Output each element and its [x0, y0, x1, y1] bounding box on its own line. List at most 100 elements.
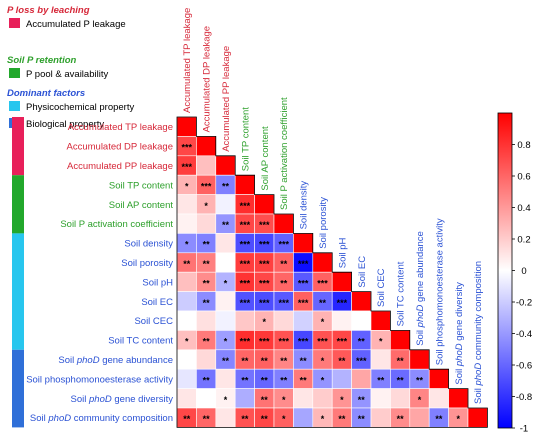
heatmap-cell: [331, 368, 352, 389]
label-segment: Soil: [71, 394, 89, 405]
significance-stars: ***: [240, 259, 251, 269]
label-segment: Soil TC content: [396, 261, 407, 326]
heatmap-cell: [176, 271, 197, 292]
significance-stars: ***: [259, 240, 270, 250]
heatmap-cell: [215, 368, 236, 389]
heatmap-cell: [370, 407, 391, 428]
group-bar-segment: [12, 349, 24, 428]
row-label: Soil phoD gene abundance: [58, 355, 173, 366]
label-segment: gene diversity: [112, 394, 174, 405]
significance-stars: **: [222, 356, 230, 366]
heatmap-cell: [370, 388, 391, 409]
heatmap-cell: [370, 310, 391, 331]
heatmap-cell: [428, 388, 449, 409]
label-segment: Accumulated DP leakage: [67, 142, 174, 153]
significance-stars: ***: [240, 298, 251, 308]
significance-stars: ***: [337, 298, 348, 308]
heatmap-cell: [351, 291, 372, 312]
colorbar: 0.8 0.6 0.4 0.2 0 -0.2 -0.4 -0.6 -0.8 -1: [497, 112, 532, 435]
heatmap-cell: [215, 155, 236, 176]
column-label: Soil TC content: [396, 261, 407, 326]
label-segment: Accumulated PP leakage: [67, 161, 173, 172]
row-label: Soil EC: [141, 297, 173, 308]
heatmap-cell: [293, 388, 314, 409]
label-segment: community composition: [473, 261, 484, 363]
column-label: Soil AP content: [260, 126, 271, 191]
significance-stars: **: [203, 375, 211, 385]
label-segment: Soil phosphomonoesterase activity: [434, 218, 445, 365]
label-segment: phoD: [88, 394, 112, 405]
significance-stars: **: [183, 259, 191, 269]
significance-stars: **: [241, 356, 249, 366]
significance-stars: ***: [337, 337, 348, 347]
significance-stars: **: [300, 375, 308, 385]
colorbar-tick-label: 0.2: [517, 235, 530, 246]
column-label: Soil EC: [357, 256, 368, 288]
label-segment: Soil porosity: [121, 258, 173, 269]
significance-stars: *: [185, 181, 189, 191]
label-segment: Soil: [454, 366, 465, 384]
colorbar-gradient: [497, 112, 513, 429]
heatmap-cell: [234, 388, 255, 409]
row-label: Soil phosphomonoesterase activity: [26, 374, 173, 385]
significance-stars: **: [261, 375, 269, 385]
significance-stars: ***: [278, 240, 289, 250]
row-label: Soil phoD community composition: [30, 413, 173, 424]
legend-heading: Soil P retention: [7, 55, 77, 66]
row-labels: Accumulated TP leakage Accumulated DP lea…: [26, 122, 173, 424]
significance-stars: ***: [240, 201, 251, 211]
heatmap-cell: [176, 213, 197, 234]
significance-stars: **: [203, 240, 211, 250]
colorbar-tick-label: 0.4: [517, 203, 530, 214]
label-segment: phoD: [76, 355, 100, 366]
heatmap-cell: [409, 349, 430, 370]
significance-stars: ***: [298, 298, 309, 308]
significance-stars: *: [224, 395, 228, 405]
colorbar-tick-label: -0.8: [516, 392, 532, 403]
label-segment: Accumulated TP leakage: [68, 122, 173, 133]
group-bar-segment: [12, 175, 24, 234]
label-segment: phoD: [415, 304, 426, 328]
label-segment: phoD: [47, 413, 71, 424]
label-segment: gene abundance: [415, 231, 426, 304]
label-segment: Soil pH: [337, 237, 348, 268]
significance-stars: ***: [240, 278, 251, 288]
heatmap-cell: [215, 291, 236, 312]
significance-stars: ***: [356, 356, 367, 366]
colorbar-tick-label: -0.4: [516, 329, 532, 340]
column-label: Accumulated PP leakage: [221, 46, 232, 152]
significance-stars: ***: [181, 162, 192, 172]
significance-stars: *: [340, 395, 344, 405]
significance-stars: **: [261, 356, 269, 366]
significance-stars: **: [435, 414, 443, 424]
row-label: Soil CEC: [134, 316, 173, 327]
heatmap-cell: [273, 213, 294, 234]
label-segment: Soil CEC: [376, 268, 387, 307]
column-label: Accumulated TP leakage: [182, 8, 193, 113]
colorbar-tick-label: 0.6: [517, 172, 530, 183]
heatmap-cell: [176, 368, 197, 389]
significance-stars: ***: [298, 337, 309, 347]
significance-stars: *: [321, 356, 325, 366]
label-segment: Soil CEC: [134, 316, 173, 327]
heatmap-cell: [351, 368, 372, 389]
label-segment: Soil density: [299, 181, 310, 230]
significance-stars: ***: [278, 298, 289, 308]
heatmap-cell: [467, 407, 488, 428]
significance-stars: *: [204, 201, 208, 211]
significance-stars: *: [321, 414, 325, 424]
heatmap-cell: [293, 310, 314, 331]
label-segment: Soil P activation coefficient: [279, 97, 290, 210]
label-segment: Soil AP content: [109, 200, 174, 211]
significance-stars: **: [397, 356, 405, 366]
legend: P loss by leaching Accumulated P leakage S…: [7, 5, 134, 130]
column-labels: Accumulated TP leakage Accumulated DP lea…: [182, 8, 484, 404]
heatmap-cell: [293, 233, 314, 254]
significance-stars: **: [358, 395, 366, 405]
label-segment: community composition: [71, 413, 173, 424]
heatmap-cell: [176, 310, 197, 331]
significance-stars: **: [203, 414, 211, 424]
label-segment: Soil: [30, 413, 48, 424]
colorbar-tick-label: 0: [521, 266, 526, 277]
